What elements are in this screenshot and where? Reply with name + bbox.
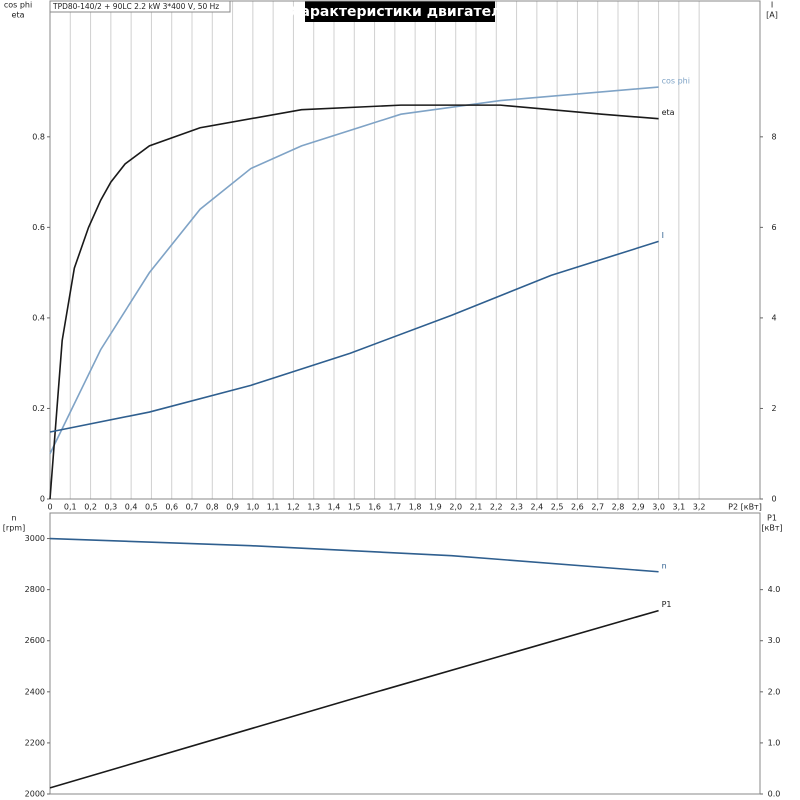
y2-tick-label: 0 [771,495,776,504]
series-label: eta [662,108,675,117]
y2-tick-label: 2 [771,404,776,413]
x-tick-label: 0,6 [165,503,178,512]
x-tick-label: 0,8 [206,503,219,512]
title-box [305,1,495,22]
x-tick-label: 2,7 [591,503,604,512]
y2-tick-label: 1.0 [768,738,781,747]
x-tick-label: 2,0 [449,503,462,512]
x-tick-label: 0,4 [125,503,138,512]
y-tick-label: 0.2 [32,404,45,413]
x-tick-label: 2,9 [632,503,645,512]
x-tick-label: 1,7 [388,503,401,512]
y-tick-label: 0 [40,495,45,504]
x-tick-label: 2,3 [510,503,523,512]
x-tick-label: 3,0 [652,503,665,512]
x-tick-label: 0,9 [226,503,239,512]
x-tick-label: 1,5 [348,503,361,512]
y-tick-label: 0.4 [32,313,45,322]
x-tick-label: 2,6 [571,503,584,512]
series-line [49,537,659,573]
plot-frame [49,0,761,500]
plot-frame [49,512,761,795]
x-tick-label: 0,1 [64,503,77,512]
y2-axis-label: P1 [767,514,777,523]
chart-subtitle: TPD80-140/2 + 90LC 2.2 kW 3*400 V, 50 Hz [52,2,219,11]
chart-title: Характеристики двигателя [290,4,511,20]
y-tick-label: 2800 [25,585,45,594]
y2-axis-label: I [771,1,773,10]
y2-tick-label: 6 [771,223,776,232]
y2-tick-label: 2.0 [768,687,781,696]
y-tick-label: 3000 [25,534,45,543]
y2-tick-label: 4 [771,313,776,322]
y-tick-label: 2200 [25,738,45,747]
y2-axis-label: [кВт] [761,524,782,533]
x-tick-label: 1,8 [409,503,422,512]
series-label: cos phi [662,77,690,86]
x-tick-label: 0,5 [145,503,158,512]
x-tick-label: 3,1 [672,503,685,512]
x-tick-label: 1,2 [287,503,300,512]
x-axis-label: P2 [кВт] [728,503,762,512]
y2-tick-label: 4.0 [768,585,781,594]
y-axis-label: [rpm] [3,524,25,533]
y-axis-label: eta [12,11,25,20]
x-tick-label: 2,8 [612,503,625,512]
series-label: P1 [662,600,672,609]
y-tick-label: 2600 [25,636,45,645]
y-tick-label: 0.6 [32,223,45,232]
y-tick-label: 2400 [25,687,45,696]
y2-tick-label: 0.0 [768,790,781,799]
x-tick-label: 2,4 [530,503,543,512]
x-tick-label: 3,2 [693,503,706,512]
x-tick-label: 2,2 [490,503,503,512]
x-tick-label: 0,7 [186,503,199,512]
x-tick-label: 1,3 [307,503,320,512]
y-axis-label: cos phi [4,1,32,10]
y2-axis-label: [A] [766,11,778,20]
x-tick-label: 0,3 [104,503,117,512]
series-line [49,609,659,789]
series-label: n [662,561,667,570]
y-axis-label: n [11,514,16,523]
series-label: I [662,231,664,240]
x-tick-label: 1,9 [429,503,442,512]
y-tick-label: 0.8 [32,132,45,141]
y2-tick-label: 8 [771,132,776,141]
x-tick-label: 1,4 [328,503,341,512]
x-tick-label: 1,1 [267,503,280,512]
y2-tick-label: 3.0 [768,636,781,645]
x-tick-label: 2,1 [470,503,483,512]
x-tick-label: 1,0 [246,503,259,512]
x-tick-label: 0,2 [84,503,97,512]
series-line [49,240,659,433]
x-tick-label: 0 [47,503,52,512]
x-tick-label: 1,6 [368,503,381,512]
series-line [49,104,659,500]
x-tick-label: 2,5 [551,503,564,512]
y-tick-label: 2000 [25,790,45,799]
